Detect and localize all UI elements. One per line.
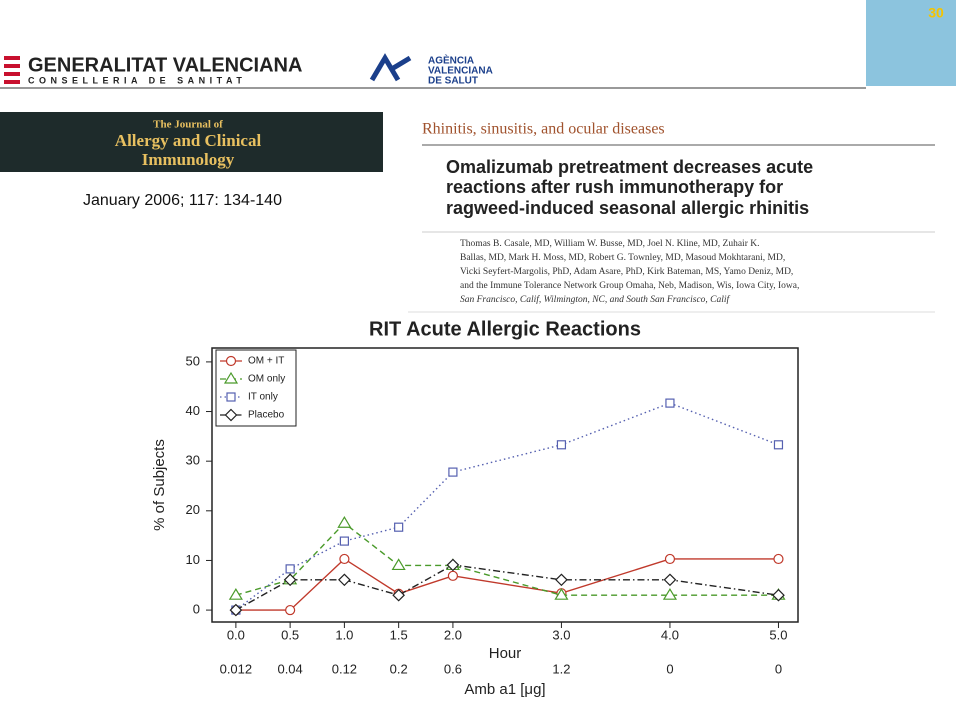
chart-title: RIT Acute Allergic Reactions: [369, 318, 641, 340]
data-point: [556, 440, 567, 450]
y-tick-label: 40: [186, 403, 200, 418]
data-point: [554, 588, 569, 600]
x2-tick-label: 0: [666, 661, 673, 676]
article-title: reactions after rush immunotherapy for: [446, 177, 783, 197]
legend-label: IT only: [248, 392, 278, 403]
data-point: [665, 398, 675, 408]
x2-tick-label: 0.04: [277, 661, 302, 676]
x-tick-label: 3.0: [552, 627, 570, 642]
data-point: [447, 570, 459, 581]
legend-label: OM + IT: [248, 356, 284, 367]
x2-tick-label: 0: [775, 661, 782, 676]
x2-axis-label: Amb a1 [μg]: [464, 681, 545, 698]
x2-tick-label: 0.12: [332, 661, 357, 676]
x-tick-label: 1.5: [390, 627, 408, 642]
journal-banner: [0, 112, 383, 172]
data-point: [663, 573, 677, 587]
gv-emblem: [4, 56, 20, 84]
data-point: [283, 573, 297, 587]
x2-tick-label: 0.012: [220, 661, 253, 676]
data-point: [285, 604, 296, 616]
data-point: [339, 536, 349, 546]
journal: The Journal of Allergy and Clinical Immu…: [0, 112, 383, 209]
series-line: [235, 402, 779, 611]
journal-name: Immunology: [142, 150, 235, 169]
data-point: [391, 558, 406, 571]
logo-subtext: CONSELLERIA DE SANITAT: [28, 75, 246, 85]
x-tick-label: 4.0: [661, 627, 679, 642]
x2-tick-label: 1.2: [552, 661, 570, 676]
data-point: [773, 553, 784, 565]
x-tick-label: 5.0: [769, 627, 787, 642]
legend-marker: [225, 355, 237, 367]
journal-name: The Journal of: [153, 119, 223, 131]
x2-tick-label: 0.6: [444, 661, 462, 676]
data-point: [392, 588, 406, 602]
legend-marker: [226, 392, 236, 402]
authors: Vicki Seyfert-Margolis, PhD, Adam Asare,…: [460, 266, 793, 277]
agency-text: DE SALUT: [428, 76, 478, 87]
data-point: [394, 522, 404, 532]
y-axis-label: % of Subjects: [151, 439, 168, 531]
x-tick-label: 0.5: [281, 627, 299, 642]
data-point: [228, 588, 243, 600]
citation: January 2006; 117: 134-140: [83, 192, 282, 209]
journal-name: Allergy and Clinical: [115, 131, 262, 150]
data-point: [337, 516, 352, 528]
data-point: [662, 588, 678, 600]
badge-number: 30: [928, 5, 944, 21]
data-point: [446, 558, 460, 572]
authors: Ballas, MD, Mark H. Moss, MD, Robert G. …: [460, 253, 785, 263]
agency-text: VALENCIANA: [428, 66, 493, 77]
data-point: [285, 564, 295, 574]
series-line: [235, 522, 779, 596]
data-point: [448, 467, 458, 477]
y-tick-label: 50: [186, 353, 200, 368]
data-point: [229, 603, 243, 617]
data-point: [773, 440, 784, 450]
plot-frame: [211, 347, 799, 623]
x-tick-label: 1.0: [335, 627, 353, 642]
data-point: [664, 553, 676, 565]
legend-label: OM only: [248, 374, 285, 385]
legend-marker: [224, 408, 238, 422]
y-tick-label: 30: [186, 453, 200, 468]
data-point: [339, 553, 350, 565]
data-point: [338, 573, 351, 587]
x-tick-label: 0.0: [227, 627, 245, 642]
data-point: [555, 573, 568, 587]
series-line: [235, 558, 779, 611]
logo-text: GENERALITAT VALENCIANA: [28, 54, 302, 76]
badge: [866, 0, 956, 86]
legend-label: Placebo: [248, 410, 285, 421]
series-line: [235, 564, 779, 611]
article-title: Omalizumab pretreatment decreases acute: [446, 157, 813, 177]
agency-text: AGÈNCIA: [428, 54, 474, 67]
x-axis-label: Hour: [489, 645, 522, 662]
section: Rhinitis, sinusitis, and ocular diseases: [422, 121, 665, 138]
y-tick-label: 0: [193, 602, 200, 617]
x-tick-label: 2.0: [444, 627, 462, 642]
authors: San Francisco, Calif, Wilmington, NC, an…: [460, 294, 731, 305]
agency-mark: [369, 53, 412, 82]
y-tick-label: 20: [186, 502, 200, 517]
article-title: ragweed-induced seasonal allergic rhinit…: [446, 198, 809, 218]
chart: RIT Acute Allergic Reactions Hour Amb a1…: [151, 318, 799, 698]
authors: Thomas B. Casale, MD, William W. Busse, …: [460, 239, 759, 249]
header: GENERALITAT VALENCIANA CONSELLERIA DE SA…: [0, 0, 956, 89]
legend-marker: [223, 371, 239, 384]
y-tick-label: 10: [186, 552, 200, 567]
article: Rhinitis, sinusitis, and ocular diseases…: [408, 121, 935, 313]
authors: and the Immune Tolerance Network Group O…: [460, 281, 799, 291]
x2-tick-label: 0.2: [390, 661, 408, 676]
data-point: [772, 588, 785, 602]
